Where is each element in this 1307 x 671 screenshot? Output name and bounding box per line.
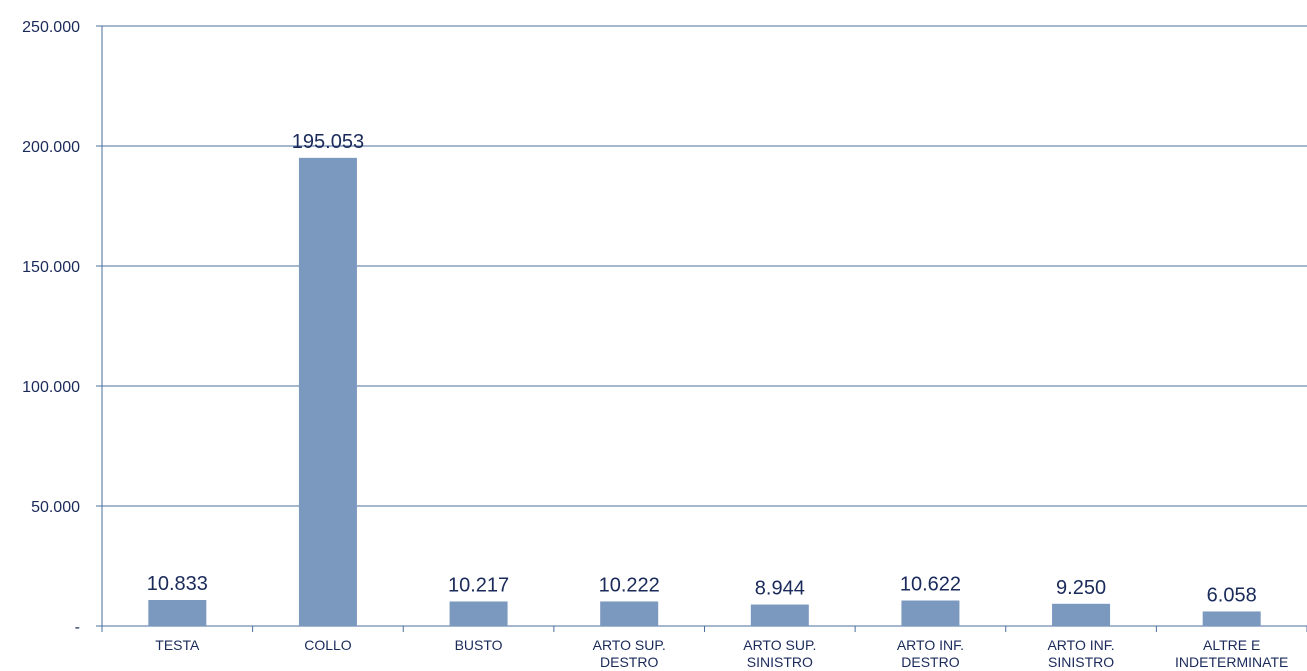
x-tick-label: ARTO INF.	[897, 637, 964, 653]
bars	[148, 157, 1261, 626]
y-tick-label: 100.000	[22, 379, 80, 396]
data-label: 6.058	[1207, 584, 1257, 606]
data-label: 10.217	[448, 574, 509, 596]
x-tick-label: SINISTRO	[1048, 654, 1114, 670]
y-tick-label: 150.000	[22, 259, 80, 276]
x-tick-label: ARTO SUP.	[743, 637, 816, 653]
bar	[750, 604, 809, 626]
labels: 10.833 TESTA 195.053 COLLO 10.217 BUSTO 10.222…	[147, 131, 1289, 670]
x-tick-label: SINISTRO	[747, 654, 813, 670]
data-label: 8.944	[755, 578, 805, 600]
data-label: 10.222	[599, 574, 660, 596]
y-tick-label: -	[75, 619, 80, 636]
x-tick-label: ARTO INF.	[1047, 637, 1114, 653]
bar	[449, 601, 508, 626]
x-tick-label: ALTRE E	[1203, 637, 1260, 653]
axes: - 50.000 100.000 150.000 200.000 250.000	[22, 19, 1307, 636]
bar	[1202, 611, 1261, 626]
x-tick-label: ARTO SUP.	[593, 637, 666, 653]
bar	[148, 600, 207, 626]
x-tick-label: DESTRO	[901, 654, 959, 670]
gridlines	[102, 25, 1307, 507]
data-label: 9.250	[1056, 577, 1106, 599]
bar	[901, 600, 960, 626]
x-tick-label: DESTRO	[600, 654, 658, 670]
data-label: 10.833	[147, 573, 208, 595]
bar	[1052, 603, 1111, 626]
x-tick-label: TESTA	[155, 637, 200, 653]
x-tick-label: COLLO	[304, 637, 352, 653]
data-label: 10.622	[900, 574, 961, 596]
bar	[600, 601, 659, 626]
bar	[298, 157, 357, 626]
x-tick-label: BUSTO	[455, 637, 503, 653]
y-tick-label: 200.000	[22, 139, 80, 156]
y-tick-label: 50.000	[31, 499, 80, 516]
x-tick-label: INDETERMINATE	[1175, 654, 1288, 670]
data-label: 195.053	[292, 131, 364, 153]
y-tick-label: 250.000	[22, 19, 80, 36]
